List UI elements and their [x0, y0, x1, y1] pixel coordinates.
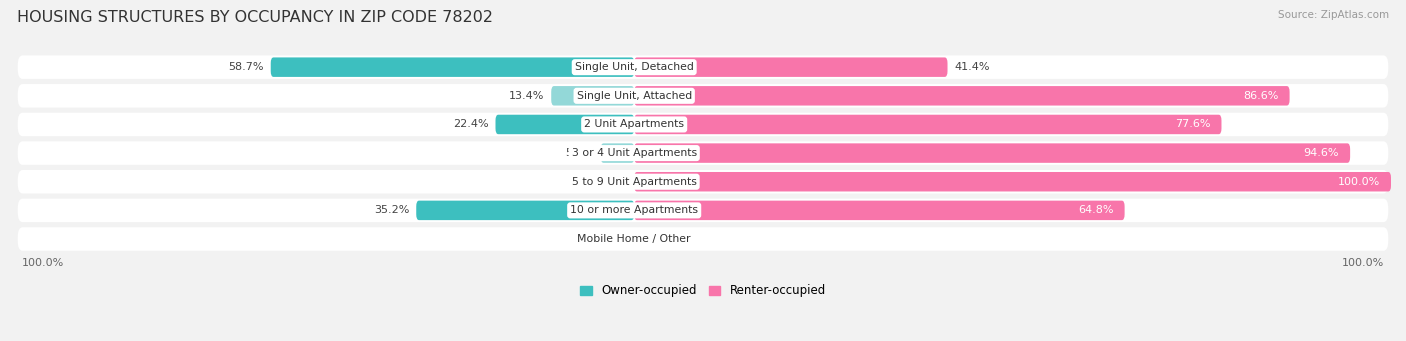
Text: 41.4%: 41.4% — [955, 62, 990, 72]
FancyBboxPatch shape — [634, 57, 948, 77]
FancyBboxPatch shape — [18, 227, 1388, 251]
Text: 0.0%: 0.0% — [599, 177, 627, 187]
Text: 13.4%: 13.4% — [509, 91, 544, 101]
Text: 77.6%: 77.6% — [1175, 119, 1211, 130]
FancyBboxPatch shape — [495, 115, 634, 134]
Text: 64.8%: 64.8% — [1078, 205, 1114, 216]
Text: 100.0%: 100.0% — [22, 258, 65, 268]
FancyBboxPatch shape — [634, 201, 1125, 220]
FancyBboxPatch shape — [416, 201, 634, 220]
FancyBboxPatch shape — [634, 172, 1391, 192]
Text: Source: ZipAtlas.com: Source: ZipAtlas.com — [1278, 10, 1389, 20]
Text: 94.6%: 94.6% — [1303, 148, 1339, 158]
Text: 100.0%: 100.0% — [1337, 177, 1381, 187]
Text: 58.7%: 58.7% — [228, 62, 264, 72]
FancyBboxPatch shape — [18, 199, 1388, 222]
Text: 3 or 4 Unit Apartments: 3 or 4 Unit Apartments — [572, 148, 697, 158]
Text: 100.0%: 100.0% — [1341, 258, 1384, 268]
Text: 35.2%: 35.2% — [374, 205, 409, 216]
FancyBboxPatch shape — [18, 56, 1388, 79]
FancyBboxPatch shape — [634, 115, 1222, 134]
FancyBboxPatch shape — [634, 86, 1289, 106]
FancyBboxPatch shape — [18, 142, 1388, 165]
Text: 5.4%: 5.4% — [565, 148, 593, 158]
Text: 22.4%: 22.4% — [453, 119, 489, 130]
FancyBboxPatch shape — [271, 57, 634, 77]
FancyBboxPatch shape — [551, 86, 634, 106]
FancyBboxPatch shape — [18, 113, 1388, 136]
Text: 10 or more Apartments: 10 or more Apartments — [571, 205, 699, 216]
FancyBboxPatch shape — [634, 143, 1350, 163]
Text: 86.6%: 86.6% — [1243, 91, 1278, 101]
FancyBboxPatch shape — [600, 143, 634, 163]
Text: 0.0%: 0.0% — [599, 234, 627, 244]
Text: Single Unit, Detached: Single Unit, Detached — [575, 62, 693, 72]
FancyBboxPatch shape — [18, 170, 1388, 193]
Text: 2 Unit Apartments: 2 Unit Apartments — [585, 119, 685, 130]
Text: 0.0%: 0.0% — [641, 234, 669, 244]
Text: HOUSING STRUCTURES BY OCCUPANCY IN ZIP CODE 78202: HOUSING STRUCTURES BY OCCUPANCY IN ZIP C… — [17, 10, 494, 25]
Legend: Owner-occupied, Renter-occupied: Owner-occupied, Renter-occupied — [575, 279, 831, 302]
Text: Single Unit, Attached: Single Unit, Attached — [576, 91, 692, 101]
Text: 5 to 9 Unit Apartments: 5 to 9 Unit Apartments — [572, 177, 696, 187]
FancyBboxPatch shape — [18, 84, 1388, 107]
Text: Mobile Home / Other: Mobile Home / Other — [578, 234, 690, 244]
